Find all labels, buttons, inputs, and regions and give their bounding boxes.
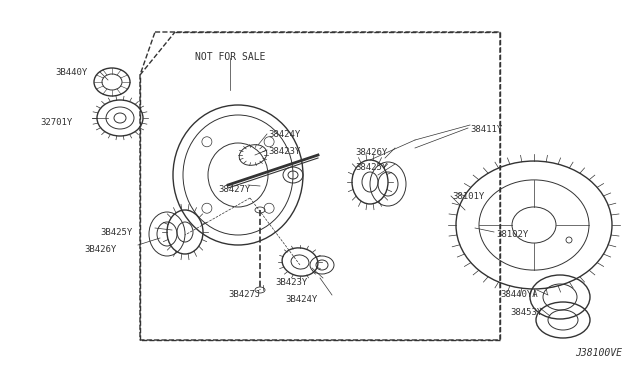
Text: NOT FOR SALE: NOT FOR SALE — [195, 52, 266, 62]
Text: 38427Y: 38427Y — [218, 185, 250, 194]
Text: 3B424Y: 3B424Y — [285, 295, 317, 304]
Text: 32701Y: 32701Y — [40, 118, 72, 127]
Text: 3B440Y: 3B440Y — [55, 68, 87, 77]
Text: 3B426Y: 3B426Y — [84, 245, 116, 254]
Text: 38424Y: 38424Y — [268, 130, 300, 139]
Text: 38426Y: 38426Y — [355, 148, 387, 157]
Text: 3B425Y: 3B425Y — [100, 228, 132, 237]
Text: 38425Y: 38425Y — [355, 163, 387, 172]
Text: 3B427J: 3B427J — [228, 290, 260, 299]
Text: 38102Y: 38102Y — [496, 230, 528, 239]
Text: 38453Y: 38453Y — [510, 308, 542, 317]
Text: 38101Y: 38101Y — [452, 192, 484, 201]
Text: 38411Y: 38411Y — [470, 125, 502, 134]
Text: J38100VE: J38100VE — [575, 348, 622, 358]
Text: 38423Y: 38423Y — [268, 147, 300, 156]
Text: 38440YA: 38440YA — [500, 290, 538, 299]
Text: 3B423Y: 3B423Y — [275, 278, 307, 287]
